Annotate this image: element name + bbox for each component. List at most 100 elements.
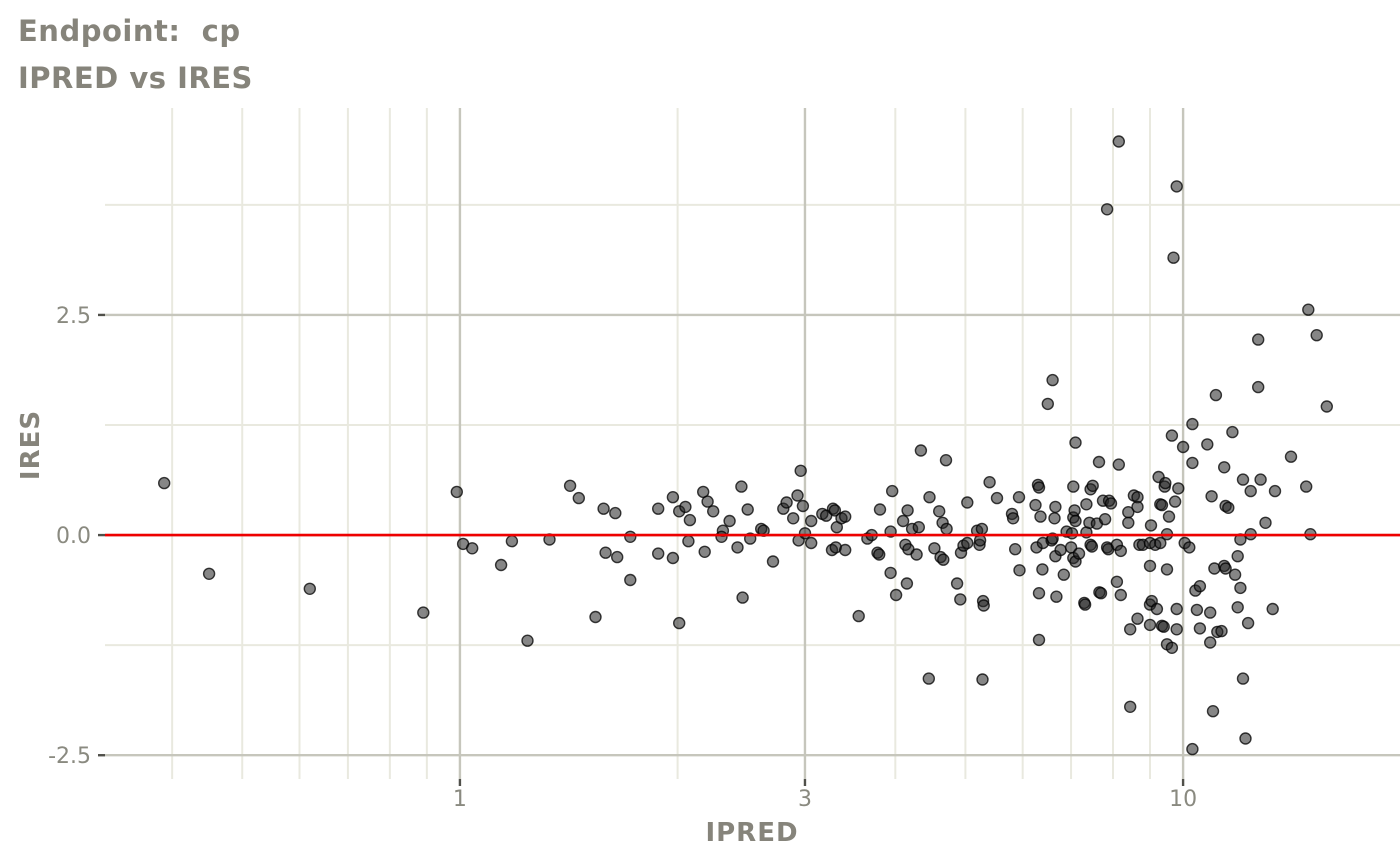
data-point: [796, 499, 810, 513]
data-point: [157, 476, 171, 490]
data-point: [609, 506, 622, 520]
data-point: [1131, 500, 1144, 514]
data-point: [494, 558, 508, 572]
data-point: [1080, 498, 1093, 511]
data-point: [505, 535, 519, 548]
x-axis-title: IPRED: [705, 818, 799, 848]
data-point: [873, 548, 886, 561]
data-point: [1123, 700, 1137, 713]
data-point: [624, 573, 637, 587]
data-point: [1065, 527, 1079, 540]
data-point: [1104, 497, 1118, 510]
data-point: [1159, 476, 1172, 490]
data-point: [701, 495, 714, 508]
data-point: [1110, 575, 1124, 588]
data-point: [707, 505, 720, 518]
data-point: [589, 610, 602, 624]
data-point: [1048, 512, 1061, 525]
data-point: [736, 591, 749, 604]
data-point: [1092, 455, 1106, 469]
data-point: [1050, 590, 1063, 603]
data-point: [901, 504, 914, 517]
data-point: [896, 514, 910, 528]
data-point: [912, 521, 925, 534]
data-point: [1170, 602, 1183, 616]
data-point: [787, 512, 800, 525]
data-point: [1186, 742, 1199, 756]
data-point: [933, 505, 946, 518]
data-point: [805, 536, 818, 550]
data-point: [563, 479, 577, 492]
data-point: [1266, 602, 1279, 616]
data-point: [1215, 624, 1228, 638]
data-point: [1112, 135, 1126, 148]
data-point: [673, 616, 686, 630]
data-point: [973, 534, 987, 547]
data-point: [798, 527, 812, 540]
data-point: [572, 491, 585, 505]
data-point: [652, 547, 665, 560]
data-point: [950, 577, 964, 590]
data-point: [961, 536, 974, 550]
data-point: [1162, 510, 1176, 523]
x-tick-label: 10: [1169, 787, 1197, 812]
data-point: [1069, 436, 1082, 449]
data-point: [1122, 516, 1135, 529]
data-point: [1201, 438, 1214, 451]
data-point: [1054, 543, 1067, 557]
data-point: [1068, 504, 1081, 517]
y-tick-label: 2.5: [56, 304, 91, 329]
data-point: [1170, 623, 1183, 636]
data-point: [666, 491, 680, 504]
data-point: [1284, 450, 1298, 463]
data-point: [954, 593, 967, 606]
data-point: [1228, 568, 1242, 581]
data-point: [937, 553, 950, 566]
data-point: [1078, 598, 1092, 611]
data-point: [886, 484, 899, 498]
data-point: [1049, 500, 1062, 514]
x-tick-label: 3: [798, 787, 812, 812]
data-point: [1193, 580, 1207, 593]
data-point: [611, 550, 624, 564]
data-point: [839, 543, 852, 557]
data-point: [1259, 516, 1272, 529]
data-point: [417, 606, 430, 619]
data-point: [1209, 388, 1223, 402]
data-point: [1012, 491, 1026, 504]
data-point: [1268, 484, 1282, 498]
data-point: [683, 513, 697, 527]
data-point: [1098, 513, 1112, 526]
data-point: [923, 491, 936, 504]
data-point: [652, 502, 665, 515]
data-point: [1183, 541, 1196, 554]
data-point: [1222, 501, 1235, 514]
data-point: [922, 672, 935, 685]
data-point: [1032, 587, 1046, 600]
data-point: [1013, 564, 1026, 577]
data-point: [698, 545, 711, 558]
data-point: [1032, 481, 1046, 494]
data-point: [521, 634, 534, 647]
data-point: [1206, 705, 1220, 718]
y-axis-title: IRES: [16, 409, 46, 481]
data-point: [1165, 429, 1179, 442]
data-point: [1310, 329, 1323, 342]
data-point: [624, 530, 637, 543]
data-point: [794, 464, 807, 477]
data-point: [1154, 536, 1167, 550]
data-point: [910, 548, 923, 561]
data-point: [1186, 417, 1199, 431]
data-point: [961, 496, 974, 509]
data-point: [852, 609, 865, 623]
data-point: [1131, 612, 1144, 625]
data-point: [1172, 482, 1185, 495]
data-point: [839, 510, 852, 523]
data-point: [1144, 519, 1158, 532]
data-point: [976, 673, 989, 686]
data-point: [1170, 180, 1183, 193]
data-point: [599, 546, 612, 559]
data-point: [975, 522, 989, 536]
